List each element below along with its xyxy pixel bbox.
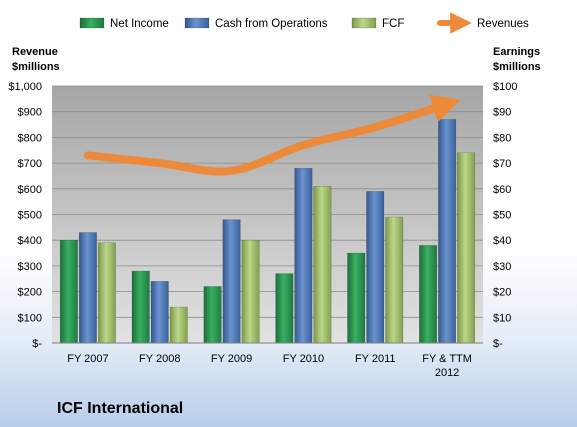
- right-tick-label: $30: [493, 261, 511, 273]
- legend-label-net-income: Net Income: [110, 18, 169, 30]
- left-axis-title: Revenue $millions: [12, 46, 60, 73]
- bar-net-income-1: [131, 270, 150, 344]
- bar-net-income-3: [275, 273, 294, 344]
- left-tick-labels: $- $100 $200 $300 $400 $500 $600 $700 $800 $900 $1…: [8, 81, 42, 350]
- right-tick-label: $50: [493, 210, 511, 222]
- x-tick-labels: FY 2007 FY 2008 FY 2009 FY 2010 FY 2011 FY & …: [67, 353, 472, 379]
- right-axis-title-line2: $millions: [493, 61, 541, 73]
- legend: Net Income Cash from Operations FCF Revenue…: [79, 12, 529, 34]
- left-tick-label: $400: [18, 235, 42, 247]
- revenues-line: [83, 94, 461, 176]
- left-tick-label: $700: [18, 158, 42, 170]
- bar-cash-from-operations-3: [294, 167, 313, 344]
- x-tick-label: FY 2007: [67, 353, 108, 365]
- bar-net-income-0: [59, 239, 78, 344]
- right-axis-title: Earnings $millions: [493, 46, 541, 73]
- right-tick-label: $100: [493, 81, 517, 93]
- legend-swatch-fcf: [351, 17, 377, 29]
- left-tick-label: $600: [18, 184, 42, 196]
- right-tick-label: $90: [493, 107, 511, 119]
- bar-fcf-1: [169, 306, 188, 344]
- bar-cash-from-operations-2: [222, 219, 241, 344]
- legend-swatch-cash-from-operations: [184, 17, 210, 29]
- bar-fcf-3: [313, 185, 332, 344]
- right-tick-label: $80: [493, 132, 511, 144]
- right-tick-label: $60: [493, 184, 511, 196]
- right-tick-label: $70: [493, 158, 511, 170]
- bar-net-income-2: [203, 286, 222, 344]
- x-tick-label: FY 2011: [355, 353, 396, 365]
- bar-fcf-5: [457, 152, 476, 344]
- left-tick-label: $200: [18, 287, 42, 299]
- x-tick-label: 2012: [435, 367, 459, 379]
- x-tick-label: FY 2009: [211, 353, 252, 365]
- left-tick-label: $900: [18, 107, 42, 119]
- left-axis-title-line2: $millions: [12, 61, 60, 73]
- left-tick-label: $1,000: [8, 81, 42, 93]
- left-tick-label: $100: [18, 312, 42, 324]
- bar-net-income-4: [347, 252, 366, 344]
- legend-label-fcf: FCF: [382, 18, 404, 30]
- right-tick-label: $40: [493, 235, 511, 247]
- bar-fcf-0: [97, 242, 116, 344]
- revenue-line-group: [83, 94, 461, 176]
- legend-label-cash-from-operations: Cash from Operations: [215, 18, 328, 30]
- bar-cash-from-operations-1: [150, 281, 169, 344]
- bar-fcf-4: [385, 216, 404, 344]
- left-tick-label: $300: [18, 261, 42, 273]
- bar-cash-from-operations-5: [438, 119, 457, 344]
- left-tick-label: $500: [18, 210, 42, 222]
- bar-fcf-2: [241, 239, 260, 344]
- left-axis-title-line1: Revenue: [12, 46, 58, 58]
- bar-cash-from-operations-4: [366, 191, 385, 344]
- x-tick-label: FY & TTM: [422, 353, 472, 365]
- legend-swatch-net-income: [79, 17, 105, 29]
- right-tick-label: $-: [493, 338, 503, 350]
- left-tick-label: $-: [32, 338, 42, 350]
- legend-label-revenues: Revenues: [477, 18, 529, 30]
- bar-net-income-5: [419, 245, 438, 344]
- x-tick-label: FY 2008: [139, 353, 180, 365]
- x-tick-label: FY 2010: [283, 353, 324, 365]
- chart-title: ICF International: [57, 400, 183, 417]
- right-tick-labels: $- $10 $20 $30 $40 $50 $60 $70 $80 $90 $100: [493, 81, 517, 350]
- bar-cash-from-operations-0: [78, 232, 97, 344]
- right-axis-title-line1: Earnings: [493, 46, 540, 58]
- right-tick-label: $10: [493, 312, 511, 324]
- right-tick-label: $20: [493, 287, 511, 299]
- left-tick-label: $800: [18, 132, 42, 144]
